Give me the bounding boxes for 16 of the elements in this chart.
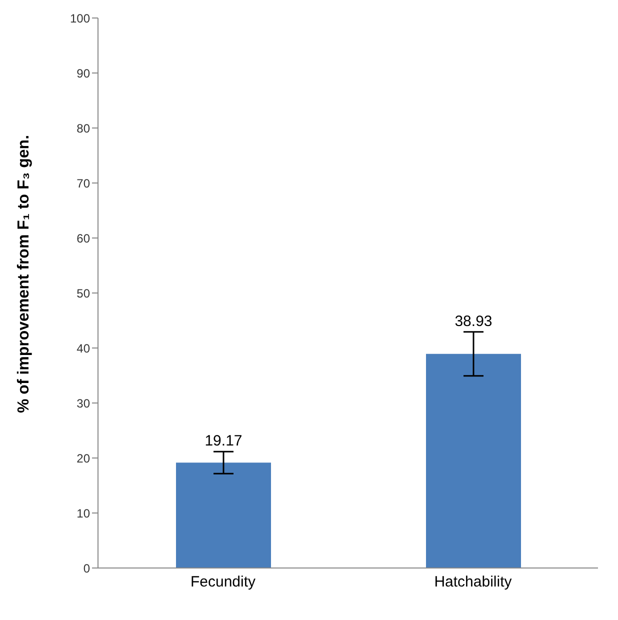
- y-tick-label: 70: [76, 176, 90, 190]
- y-tick-label: 40: [76, 341, 90, 356]
- y-tick-label: 0: [83, 561, 90, 576]
- y-tick-label: 100: [70, 11, 90, 26]
- y-tick-label: 50: [76, 286, 90, 300]
- y-tick-label: 80: [76, 121, 90, 136]
- y-axis-title: % of improvement from F₁ to F₃ gen.: [16, 134, 33, 413]
- y-tick-label: 60: [76, 231, 90, 246]
- data-label: 19.17: [204, 432, 242, 450]
- y-tick-label: 90: [76, 66, 90, 80]
- y-tick-label: 10: [76, 506, 90, 520]
- data-label: 38.93: [454, 312, 492, 330]
- x-tick-label: Hatchability: [434, 574, 512, 591]
- y-tick-label: 30: [76, 396, 90, 410]
- x-tick-label: Fecundity: [190, 574, 256, 591]
- y-tick-label: 20: [76, 451, 90, 466]
